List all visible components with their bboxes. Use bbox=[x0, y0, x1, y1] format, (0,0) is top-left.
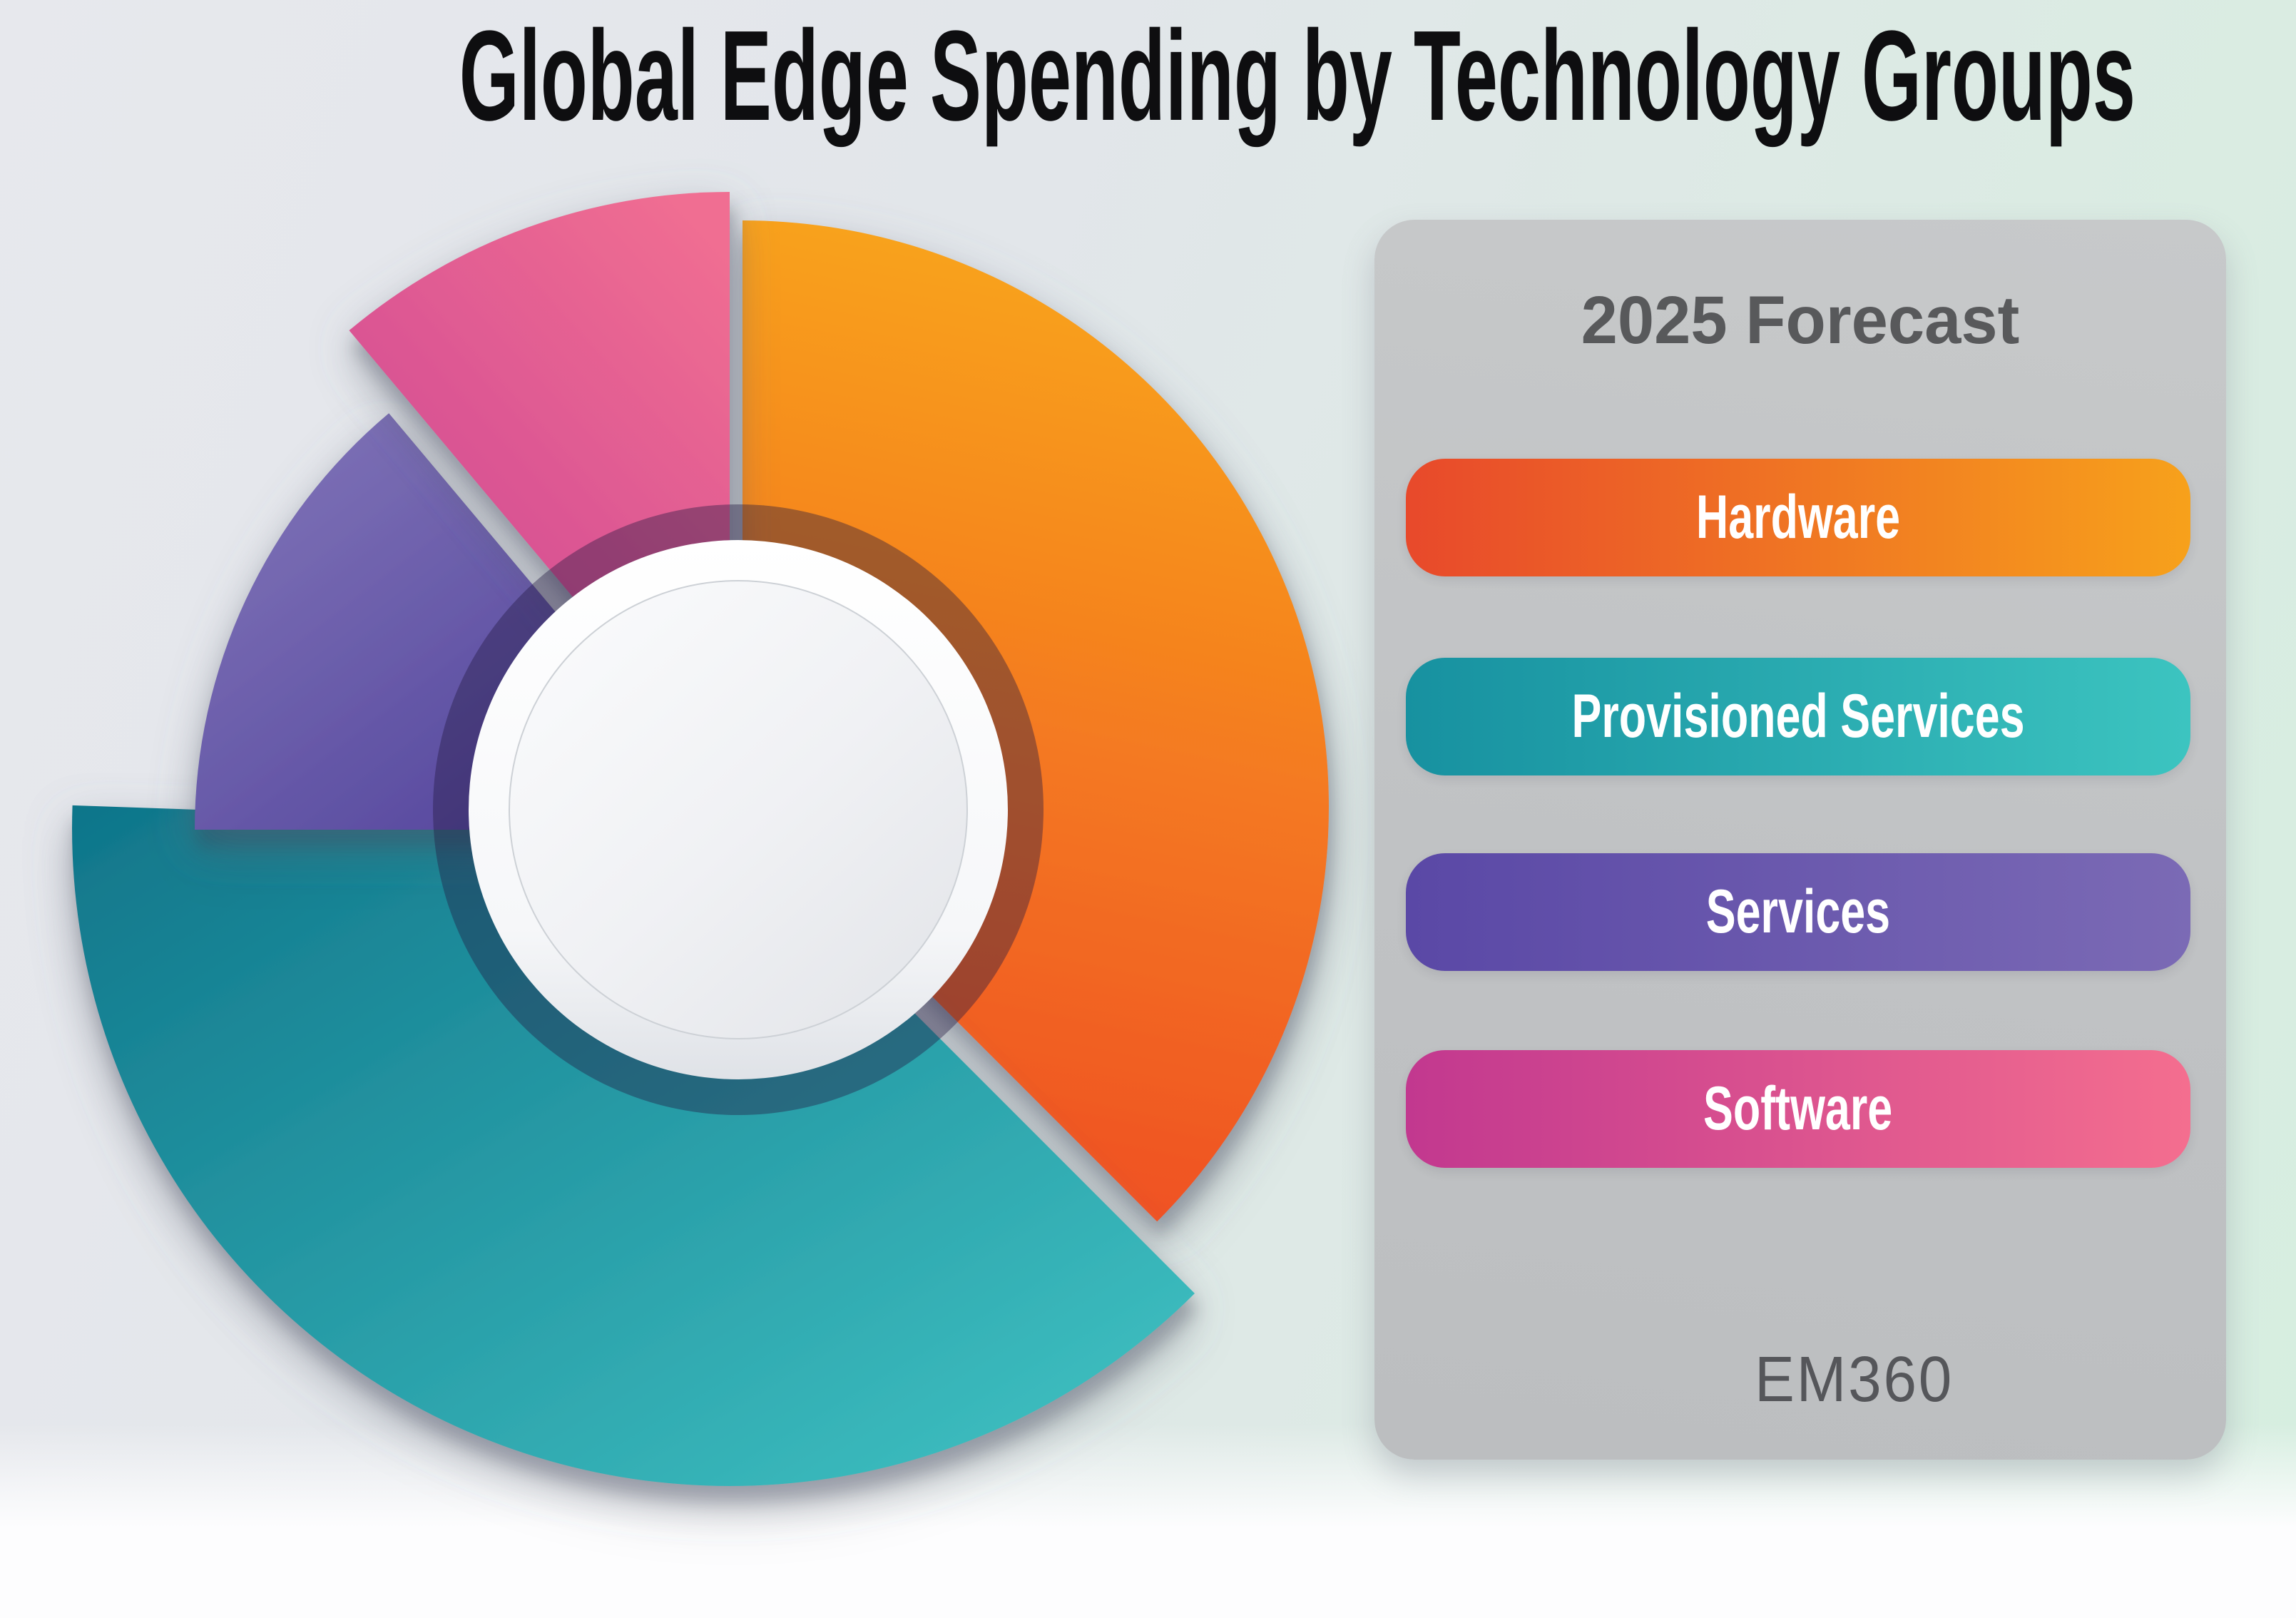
donut-center-disc bbox=[509, 580, 968, 1039]
em360-logo-text: EM360 bbox=[1755, 1344, 1954, 1415]
legend-item-label: Provisioned Services bbox=[1571, 682, 2025, 751]
legend-item-hardware[interactable]: Hardware bbox=[1406, 459, 2190, 576]
legend-item-label: Hardware bbox=[1695, 483, 1901, 551]
legend-item-services[interactable]: Services bbox=[1406, 853, 2190, 971]
page-title: Global Edge Spending by Technology Group… bbox=[459, 4, 2136, 148]
legend-title: 2025 Forecast bbox=[1581, 283, 2020, 358]
legend-item-provisioned-services[interactable]: Provisioned Services bbox=[1406, 658, 2190, 775]
pie-segment-hardware bbox=[743, 220, 1330, 1222]
pie-segment-provisioned-services bbox=[72, 805, 1195, 1486]
legend-item-label: Software bbox=[1703, 1074, 1893, 1143]
legend-item-software[interactable]: Software bbox=[1406, 1050, 2190, 1168]
legend-item-label: Services bbox=[1705, 877, 1891, 946]
legend-panel: 2025 Forecast Hardware Provisioned Servi… bbox=[1374, 220, 2226, 1460]
